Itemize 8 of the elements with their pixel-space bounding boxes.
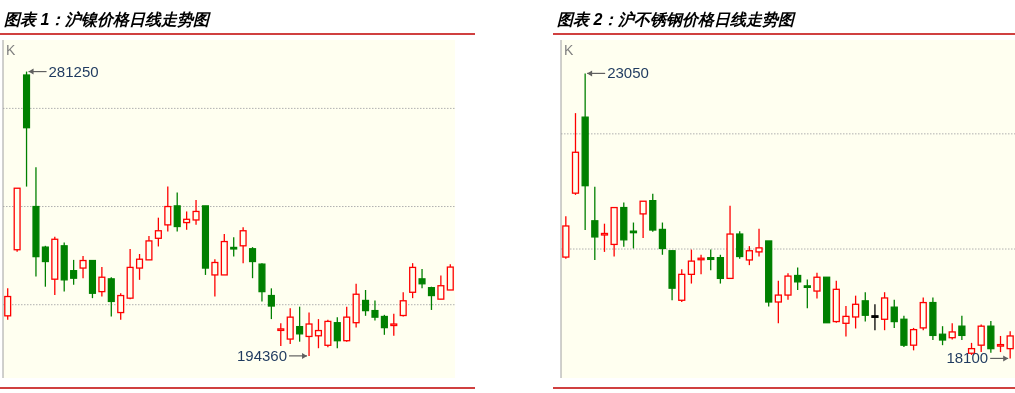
annotation: 281250 <box>48 62 99 80</box>
annotation: 18100 <box>946 349 989 367</box>
annotation: 23050 <box>607 64 649 82</box>
annotation: 194360 <box>236 346 288 364</box>
annotation: K <box>6 42 16 58</box>
chart-title: 图表 1：沪镍价格日线走势图 <box>4 10 212 28</box>
chart-title: 图表 2：沪不锈钢价格日线走势图 <box>557 10 797 28</box>
annotation: K <box>564 42 574 58</box>
